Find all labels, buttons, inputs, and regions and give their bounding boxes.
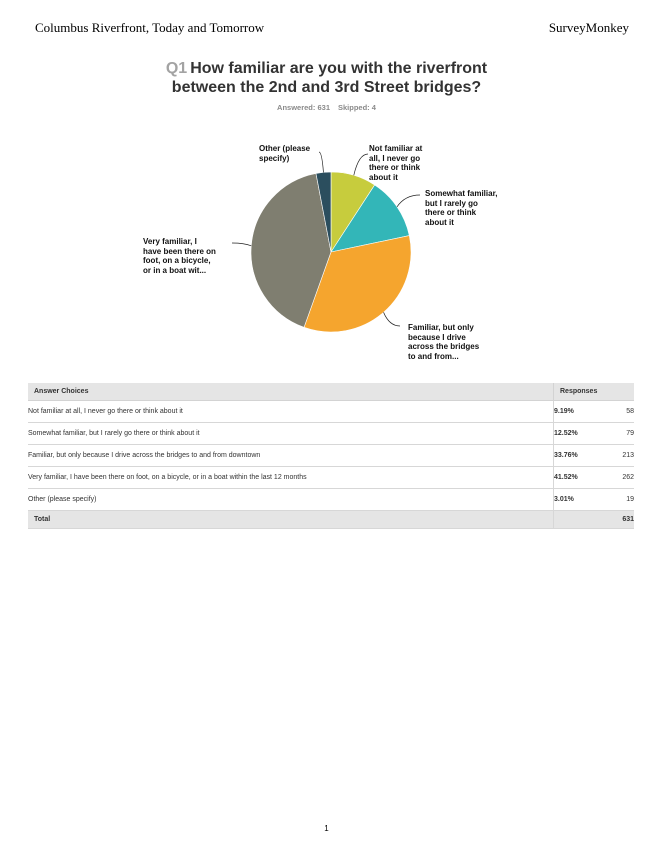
answered-count: Answered: 631	[277, 103, 330, 112]
pie-slice-label: Somewhat familiar, but I rarely go there o…	[425, 189, 497, 227]
response-percent: 9.19%	[553, 400, 594, 423]
pie-slice-label-line: because I drive	[408, 332, 466, 342]
pie-slice	[250, 173, 332, 328]
pie-slice-label-line: all, I never go	[369, 153, 421, 163]
pie-slice-label-line: Familiar, but only	[408, 323, 474, 332]
pie-slice-label-line: Very familiar, I	[143, 237, 197, 246]
pie-slice-label-line: there or think	[425, 208, 477, 217]
response-stats: Answered: 631 Skipped: 4	[0, 103, 653, 112]
total-percent-empty	[553, 510, 594, 529]
pie-slice-label-line: or in a boat wit...	[143, 265, 207, 275]
pie-leader-line	[353, 153, 369, 176]
pie-slice-label-line: about it	[425, 217, 454, 227]
response-count: 262	[594, 466, 634, 489]
total-label: Total	[28, 510, 554, 529]
answer-choice: Very familiar, I have been there on foot…	[28, 466, 554, 489]
response-percent: 41.52%	[553, 466, 594, 489]
pie-slice-label-line: have been there on	[143, 246, 216, 256]
table-header-row: Answer Choices Responses	[28, 383, 634, 401]
pie-slice-label: Not familiar at all, I never go there or t…	[369, 144, 422, 182]
answer-choice: Familiar, but only because I drive acros…	[28, 444, 554, 467]
response-count: 58	[594, 400, 634, 423]
answer-choice: Not familiar at all, I never go there or…	[28, 400, 554, 423]
page-number: 1	[324, 824, 329, 833]
pie-slice	[330, 184, 410, 253]
question-title-line2: between the 2nd and 3rd Street bridges?	[171, 79, 482, 96]
responses-header: Responses	[553, 383, 634, 401]
pie-slice-label-line: but I rarely go	[425, 198, 478, 208]
pie-slice-label-line: Not familiar at	[369, 144, 423, 153]
response-count: 19	[594, 488, 634, 511]
response-count: 213	[594, 444, 634, 467]
total-row: Total 631	[28, 510, 634, 529]
pie-slice-label-line: about it	[369, 172, 398, 182]
report-title: Columbus Riverfront, Today and Tomorrow	[35, 20, 265, 35]
answer-choice: Somewhat familiar, but I rarely go there…	[28, 422, 554, 445]
table-row: Other (please specify) 3.01% 19	[28, 488, 634, 511]
question-title: Q1 How familiar are you with the riverfro…	[0, 59, 653, 97]
pie-slice	[303, 235, 412, 333]
answer-choices-header: Answer Choices	[28, 383, 554, 401]
answer-choice: Other (please specify)	[28, 488, 554, 511]
pie-slice-label-line: there or think	[369, 163, 421, 172]
pie-slice-label-line: specify)	[259, 153, 290, 163]
response-count: 79	[594, 422, 634, 445]
answer-table: Answer Choices Responses Not familiar at…	[28, 383, 634, 529]
skipped-count: Skipped: 4	[338, 103, 376, 112]
table-row: Somewhat familiar, but I rarely go there…	[28, 422, 634, 445]
response-percent: 33.76%	[553, 444, 594, 467]
pie-chart-area: Not familiar at all, I never go there or t…	[0, 130, 653, 370]
pie-leader-line	[318, 151, 324, 173]
pie-leader-line	[231, 242, 252, 247]
table-row: Very familiar, I have been there on foot…	[28, 466, 634, 489]
pie-slice-label: Familiar, but only because I drive across …	[408, 323, 479, 361]
pie-leader-line	[383, 312, 401, 327]
response-percent: 12.52%	[553, 422, 594, 445]
pie-slice-label-line: foot, on a bicycle,	[143, 256, 211, 265]
pie-slice-label-line: to and from...	[408, 351, 459, 361]
brand-name: SurveyMonkey	[548, 20, 629, 35]
total-count: 631	[594, 510, 634, 529]
question-number: Q1	[165, 60, 188, 77]
table-row: Familiar, but only because I drive acros…	[28, 444, 634, 467]
pie-slice-label: Other (please specify)	[259, 144, 310, 163]
pie-slice-label-line: Somewhat familiar,	[425, 189, 498, 198]
pie-slice-label-line: Other (please	[259, 144, 311, 153]
pie-slice-label-line: across the bridges	[408, 342, 480, 351]
pie-chart	[231, 151, 421, 333]
table-row: Not familiar at all, I never go there or…	[28, 400, 634, 423]
pie-leader-line	[396, 194, 421, 208]
response-percent: 3.01%	[553, 488, 594, 511]
question-title-line1: How familiar are you with the riverfront	[190, 60, 488, 77]
